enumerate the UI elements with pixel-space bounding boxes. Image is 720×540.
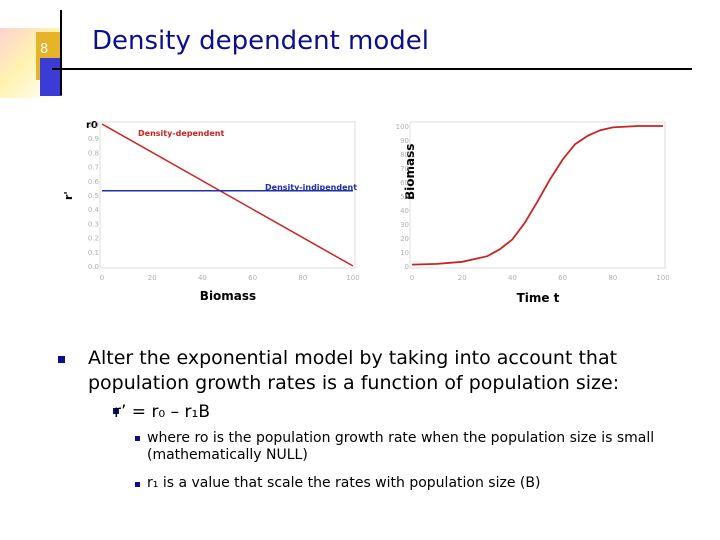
chart-right-x-tick-label: 40 <box>508 274 517 282</box>
sub-bullet-text-1: where ro is the population growth rate w… <box>147 430 655 463</box>
chart-left-x-ticks: 0 20 40 60 80 100 <box>100 274 360 282</box>
chart-right: Biomass Time t 0 10 20 30 40 50 60 70 80 90 100 0 2… <box>396 121 670 305</box>
page-title: Density dependent model <box>92 26 429 56</box>
bullet-square <box>135 436 140 441</box>
chart-right-y-tick-label: 90 <box>400 137 409 145</box>
chart-right-y-tick-label: 60 <box>400 179 409 187</box>
chart-right-x-ticks: 0 20 40 60 80 100 <box>410 274 670 282</box>
chart-left-y-tick-label: 0.6 <box>88 178 100 186</box>
series-line-density-dependent <box>101 123 354 267</box>
bullet-square <box>113 408 119 414</box>
chart-right-y-tick-label: 40 <box>400 207 409 215</box>
chart-right-x-tick-label: 80 <box>608 274 617 282</box>
chart-right-y-tick-label: 20 <box>400 235 409 243</box>
corner-block-blue <box>40 58 62 96</box>
chart-right-frame <box>409 121 666 269</box>
chart-right-y-tick-label: 70 <box>400 165 409 173</box>
bullet-text-1: Alter the exponential model by taking in… <box>88 347 620 394</box>
chart-left-y-tick-label: 0.1 <box>88 249 99 257</box>
vertical-rule <box>60 10 62 95</box>
chart-left-x-tick-label: 100 <box>346 274 359 282</box>
chart-right-y-tick-label: 100 <box>396 123 409 131</box>
chart-right-y-tick-label: 30 <box>400 221 409 229</box>
chart-left-xlabel: Biomass <box>200 289 256 303</box>
chart-left-y-tick-label: 0.2 <box>88 235 99 243</box>
chart-left-y-ticks: 0.0 0.1 0.2 0.3 0.4 0.5 0.6 0.7 0.8 0.9 1.0 <box>88 121 100 271</box>
chart-left-y-tick-label: 0.0 <box>88 263 99 271</box>
chart-left-y-top-label: r0 <box>86 120 98 131</box>
chart-right-y-ticks: 0 10 20 30 40 50 60 70 80 90 100 <box>396 123 409 271</box>
chart-right-y-tick-label: 80 <box>400 151 409 159</box>
series-line-logistic <box>411 125 663 266</box>
chart-left-y-tick-label: 0.8 <box>88 149 99 157</box>
series-label-density-dependent: Density-dependent <box>138 129 224 138</box>
bullet-square <box>58 356 65 363</box>
chart-left-y-tick-label: 0.7 <box>88 164 99 172</box>
chart-right-x-tick-label: 20 <box>458 274 467 282</box>
formula-text: r’ = r₀ – r₁B <box>114 402 211 422</box>
sub-bullet-text-2: r₁ is a value that scale the rates with … <box>147 475 541 491</box>
chart-left-x-tick-label: 80 <box>298 274 307 282</box>
chart-right-x-tick-label: 0 <box>410 274 414 282</box>
chart-left-x-tick-label: 0 <box>100 274 104 282</box>
series-label-density-independent: Density-indipendent <box>265 183 357 192</box>
chart-left: r0 r' Biomass 0.00.10.20.30.40.50.60.70.… <box>62 120 360 303</box>
chart-left-y-tick-label: 0.9 <box>88 135 99 143</box>
chart-left-y-tick-label: 1.0 <box>88 121 99 129</box>
chart-left-x-tick-label: 20 <box>148 274 157 282</box>
bullet-square <box>135 482 140 487</box>
chart-right-xlabel: Time t <box>517 291 560 305</box>
chart-left-x-tick-label: 60 <box>248 274 257 282</box>
chart-right-y-tick-label: 10 <box>400 249 409 257</box>
chart-left-x-tick-label: 40 <box>198 274 207 282</box>
chart-left-y-tick-label: 0.4 <box>88 206 100 214</box>
chart-left-y-tick-label: 0.3 <box>88 220 99 228</box>
chart-right-y-tick-label: 0 <box>405 263 409 271</box>
chart-figure: r0 r' Biomass 0.00.10.20.30.40.50.60.70.… <box>62 120 670 305</box>
title-underline <box>52 68 692 70</box>
slide-number: 8 <box>40 42 49 57</box>
chart-right-y-tick-label: 50 <box>400 193 409 201</box>
chart-right-x-tick-label: 100 <box>656 274 669 282</box>
chart-right-ylabel: Biomass <box>403 144 417 200</box>
chart-left-frame <box>99 121 356 269</box>
chart-left-ylabel: r' <box>62 191 75 200</box>
chart-right-x-tick-label: 60 <box>558 274 567 282</box>
chart-left-y-tick-label: 0.5 <box>88 192 99 200</box>
